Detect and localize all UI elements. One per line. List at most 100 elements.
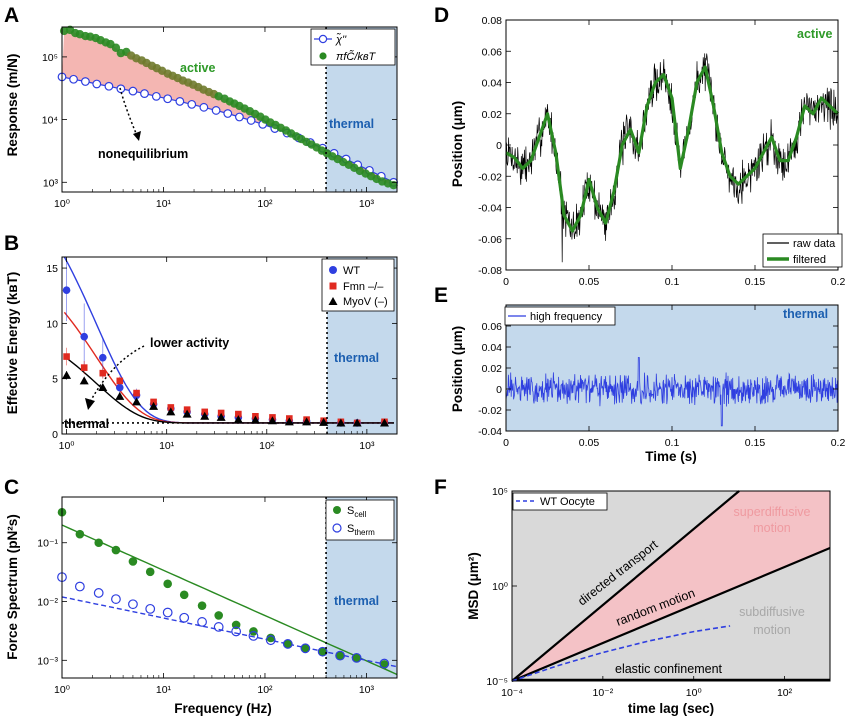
data-point: [163, 94, 173, 104]
legend-marker-circle: [329, 266, 337, 274]
data-point: [231, 626, 242, 637]
data-point: [145, 603, 156, 614]
data-point: [199, 102, 209, 112]
data-point: [128, 599, 138, 610]
x-tick-label: 0.05: [579, 276, 600, 288]
data-point: [216, 412, 226, 421]
y-tick-label: 0.02: [482, 363, 503, 375]
y-tick-label: -0.08: [478, 265, 502, 277]
y-tick-label: 0: [496, 384, 502, 396]
label-subdiffusive: motion: [753, 623, 791, 637]
x-tick-label: 0.05: [579, 437, 600, 449]
legend-label-sub: therm: [354, 528, 375, 537]
panel-d: D 0 0.05 0.1 0.15 0.2 -0.08-0.06-0.04-0.0200…: [434, 4, 845, 288]
legend-marker-open-circle: [318, 34, 328, 44]
x-ticks: 10⁰ 10¹ 10² 10³: [54, 497, 398, 696]
annotation-thermal-region: thermal: [334, 351, 379, 365]
data-marks: [511, 490, 831, 683]
data-point: [283, 639, 293, 649]
legend-label-main: S: [347, 505, 354, 517]
raw-data-line: [505, 53, 839, 263]
annotation-thermal: thermal: [64, 417, 109, 431]
data-point: [265, 635, 276, 646]
x-tick-label: 0: [503, 437, 509, 449]
annotation-thermal: thermal: [329, 117, 374, 131]
data-point: [267, 416, 277, 425]
y-tick-label: -0.06: [478, 234, 502, 246]
data-point: [93, 588, 104, 598]
data-point: [223, 109, 233, 118]
y-tick-label: 5: [52, 374, 58, 386]
legend-marker-filled-circle: [319, 52, 327, 60]
data-point: [116, 377, 124, 385]
legend-label: χ̃'': [335, 33, 347, 46]
y-axis-label: Position (μm): [450, 101, 465, 187]
data-point: [140, 89, 149, 98]
annotation-nonequilibrium: nonequilibrium: [98, 147, 188, 161]
data-point: [248, 631, 259, 641]
x-tick-label: 0.1: [665, 276, 680, 288]
data-point: [319, 417, 329, 426]
data-point: [211, 106, 221, 115]
data-marks: [505, 357, 839, 427]
superdiffusive-region: [512, 491, 830, 681]
y-tick-label: 0.08: [482, 15, 503, 27]
data-point: [75, 529, 85, 539]
data-point: [213, 622, 224, 632]
y-tick-label: 0.06: [482, 46, 503, 58]
x-tick-label: 10¹: [156, 198, 172, 210]
wt-oocyte-line: [511, 625, 731, 682]
x-tick-label: 10⁻²: [592, 687, 613, 699]
panel-label: A: [4, 4, 19, 27]
x-tick-label: 10⁻⁴: [501, 687, 523, 699]
plot-frame: [61, 256, 398, 435]
legend: Scell Stherm: [325, 499, 395, 541]
x-ticks: 10⁰ 10¹ 10² 10³: [59, 257, 398, 452]
data-point: [235, 112, 244, 122]
data-point: [166, 407, 176, 416]
legend-box: [762, 233, 843, 268]
data-marks: [57, 25, 398, 190]
x-tick-label: 10²: [257, 684, 273, 696]
y-tick-label: 10⁻⁵: [486, 676, 508, 688]
panel-label: F: [434, 476, 447, 499]
x-tick-label: 10⁰: [59, 440, 76, 452]
x-tick-label: 10¹: [156, 684, 172, 696]
y-tick-label: 10: [46, 318, 58, 330]
legend: WT Oocyte: [512, 492, 608, 511]
x-tick-label: 10²: [259, 440, 275, 452]
data-point: [352, 418, 362, 427]
annotation-thermal: thermal: [783, 307, 828, 321]
x-axis-label: Frequency (Hz): [174, 701, 272, 716]
data-point: [111, 43, 121, 52]
data-point: [352, 653, 361, 663]
x-tick-label: 10⁰: [686, 687, 703, 699]
data-point: [200, 411, 210, 420]
legend-marker-open-circle: [332, 523, 342, 533]
x-tick-label: 0.15: [745, 276, 766, 288]
legend: WT Fmn –/– MyoV (–): [321, 258, 395, 312]
x-axis-label: Time (s): [645, 449, 697, 464]
data-point: [69, 74, 78, 84]
y-ticks: -0.08 -0.06 -0.04 -0.02 0 0.02 0.04 0.06 0.08: [478, 15, 838, 277]
legend: high frequency: [504, 306, 616, 326]
data-point: [133, 389, 140, 397]
legend-label: Scell: [347, 505, 367, 519]
data-point: [246, 116, 256, 125]
data-point: [179, 590, 189, 600]
annotation-active: active: [797, 27, 832, 41]
y-tick-label: 10⁻²: [37, 597, 58, 609]
arrow-head: [85, 398, 95, 410]
directed-transport-line: [511, 490, 740, 682]
data-point: [335, 651, 345, 660]
y-tick-label: -0.02: [478, 405, 502, 417]
y-ticks: -0.04 -0.02 0 0.02 0.04 0.06: [478, 321, 838, 438]
x-tick-label: 10¹: [159, 440, 175, 452]
y-axis-label: Effective Energy (kʙT): [5, 272, 20, 415]
data-point: [317, 646, 328, 657]
y-axis-label: MSD (μm²): [466, 552, 481, 620]
x-tick-label: 10⁰: [54, 684, 71, 696]
x-ticks: 0 0.05 0.1 0.15 0.2: [503, 305, 845, 449]
y-tick-label: 10⁻¹: [37, 538, 58, 550]
data-point: [98, 383, 108, 392]
